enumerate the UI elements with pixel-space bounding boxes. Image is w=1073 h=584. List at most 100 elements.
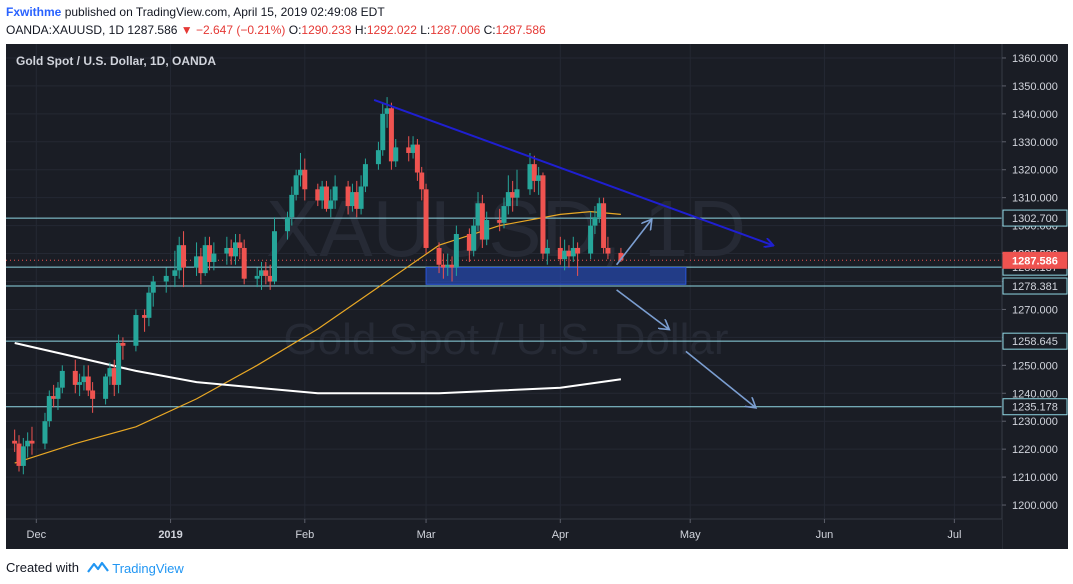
candle-body: [77, 382, 83, 385]
candle-body: [163, 275, 169, 282]
candle-body: [349, 192, 355, 207]
chart-area[interactable]: XAUUSD, 1D Gold Spot / U.S. Dollar Gold …: [6, 44, 1068, 549]
candle-body: [302, 169, 308, 190]
created-with-text: Created with: [6, 560, 79, 575]
time-tick-label: 2019: [158, 529, 182, 541]
candle-body: [16, 443, 22, 466]
candle-body: [406, 147, 412, 153]
price-tick-label: 1350.000: [1012, 81, 1058, 93]
price-tick-label: 1210.000: [1012, 472, 1058, 484]
author-link[interactable]: Fxwithme: [6, 5, 62, 19]
time-tick-label: Jul: [947, 529, 961, 541]
candle-body: [55, 387, 61, 399]
candle-body: [72, 370, 78, 385]
candle-body: [466, 234, 472, 251]
level-price-badge-label: 1278.381: [1012, 281, 1058, 293]
candle-body: [289, 194, 295, 218]
candle-body: [501, 206, 507, 223]
candle-body: [133, 315, 139, 346]
candle-body: [510, 192, 516, 198]
chart-background: [6, 44, 1068, 549]
candle-body: [241, 247, 247, 279]
candle-body: [410, 144, 416, 153]
level-price-badge-label: 1235.178: [1012, 402, 1058, 414]
candle-body: [388, 108, 394, 162]
candle-body: [358, 186, 364, 209]
candle-body: [90, 390, 96, 399]
symbol-name: OANDA:XAUUSD, 1D: [6, 23, 125, 37]
candle-body: [59, 370, 65, 388]
candle-body: [297, 169, 303, 176]
watermark-name: Gold Spot / U.S. Dollar: [283, 315, 728, 364]
candle-body: [254, 275, 260, 279]
price-tick-label: 1320.000: [1012, 165, 1058, 177]
candle-body: [423, 189, 429, 248]
candle-body: [332, 186, 338, 201]
time-tick-label: Mar: [417, 529, 436, 541]
candle-body: [393, 147, 399, 162]
support-zone-rect: [425, 267, 687, 285]
price-tick-label: 1340.000: [1012, 109, 1058, 121]
close-label: C:: [483, 23, 496, 37]
last-price-badge: [1002, 251, 1068, 269]
candle-body: [475, 203, 481, 226]
candle-body: [198, 256, 204, 274]
tradingview-brand[interactable]: TradingView: [112, 561, 184, 577]
level-price-badge-label: 1258.645: [1012, 336, 1058, 348]
time-tick-label: Feb: [295, 529, 314, 541]
candle-body: [116, 342, 122, 385]
candle-body: [271, 231, 277, 282]
published-text: published on TradingView.com, April 15, …: [64, 5, 385, 19]
price-chart[interactable]: XAUUSD, 1D Gold Spot / U.S. Dollar Gold …: [6, 44, 1068, 549]
candle-body: [436, 247, 442, 265]
level-price-badge: [1002, 398, 1068, 416]
candle-body: [575, 247, 581, 254]
candle-body: [384, 108, 390, 114]
candle-body: [284, 217, 290, 232]
open-value: 1290.233: [301, 23, 352, 37]
candle-body: [202, 245, 208, 274]
candle-body: [176, 245, 182, 271]
high-value: 1292.022: [366, 23, 417, 37]
candle-body: [449, 264, 455, 268]
grid: [6, 44, 1002, 519]
time-axis[interactable]: Dec 2019 Feb Mar Apr May Jun Jul: [6, 518, 1002, 549]
candle-body: [12, 440, 18, 444]
level-price-badge: [1002, 332, 1068, 350]
moving-average-slow: [14, 342, 622, 395]
candle-body: [81, 376, 87, 383]
price-tick-label: 1270.000: [1012, 304, 1058, 316]
candle-body: [323, 186, 329, 209]
trendline: [373, 98, 772, 245]
low-label: L:: [420, 23, 431, 37]
created-with: Created with TradingView: [6, 560, 184, 577]
candle-body: [557, 247, 563, 260]
candle-body: [540, 175, 546, 254]
candle-body: [505, 192, 511, 207]
candle-body: [328, 200, 334, 209]
candle-body: [605, 247, 611, 254]
candle-body: [497, 220, 503, 223]
projection-arrow: [685, 350, 755, 407]
candle-body: [570, 247, 576, 257]
level-price-badge: [1002, 209, 1068, 227]
price-axis[interactable]: 1200.000 1210.000 1220.000 1230.000 1240.000…: [1001, 44, 1068, 549]
candle-body: [536, 175, 542, 181]
open-label: O:: [288, 23, 302, 37]
candle-body: [150, 281, 156, 293]
candle-body: [592, 217, 598, 226]
candle-body: [319, 186, 325, 201]
candle-body: [588, 225, 594, 254]
candle-body: [142, 315, 148, 318]
candle-body: [103, 376, 109, 399]
price-tick-label: 1330.000: [1012, 137, 1058, 149]
candle-body: [479, 203, 485, 240]
price-tick-label: 1240.000: [1012, 388, 1058, 400]
price-tick-label: 1230.000: [1012, 416, 1058, 428]
candle-body: [375, 150, 381, 165]
candle-body: [111, 368, 117, 385]
chart-legend-title: Gold Spot / U.S. Dollar, 1D, OANDA: [16, 54, 216, 68]
candle-body: [293, 175, 299, 195]
candle-body: [354, 192, 360, 209]
candle-body: [194, 256, 200, 268]
